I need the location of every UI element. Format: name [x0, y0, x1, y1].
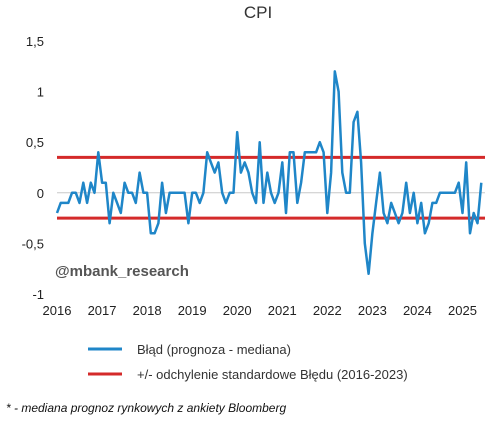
x-tick-label: 2020	[223, 303, 252, 318]
chart-title: CPI	[244, 3, 272, 22]
y-tick-label: 0,5	[26, 135, 44, 150]
x-axis-ticks: 2016 2017 2018 2019 2020 2021 2022 2023 2024 2025	[43, 303, 477, 318]
legend: Błąd (prognoza - mediana) +/- odchylenie…	[88, 342, 408, 382]
y-axis-ticks: -1 -0,5 0 0,5 1 1,5	[22, 34, 44, 302]
legend-label-std: +/- odchylenie standardowe Błędu (2016-2…	[137, 367, 408, 382]
x-tick-label: 2017	[88, 303, 117, 318]
y-tick-label: 1	[37, 85, 44, 100]
x-tick-label: 2023	[358, 303, 387, 318]
x-tick-label: 2016	[43, 303, 72, 318]
x-tick-label: 2021	[268, 303, 297, 318]
legend-label-error: Błąd (prognoza - mediana)	[137, 342, 291, 357]
y-tick-label: -0,5	[22, 236, 44, 251]
series-error-line	[55, 70, 483, 276]
x-tick-label: 2024	[403, 303, 432, 318]
watermark-annotation: @mbank_research	[55, 263, 189, 280]
y-tick-label: 1,5	[26, 34, 44, 49]
y-tick-label: 0	[37, 186, 44, 201]
x-tick-label: 2022	[313, 303, 342, 318]
x-tick-label: 2018	[133, 303, 162, 318]
footnote: * - mediana prognoz rynkowych z ankiety …	[6, 401, 286, 415]
x-tick-label: 2025	[448, 303, 477, 318]
y-tick-label: -1	[32, 287, 44, 302]
x-tick-label: 2019	[178, 303, 207, 318]
